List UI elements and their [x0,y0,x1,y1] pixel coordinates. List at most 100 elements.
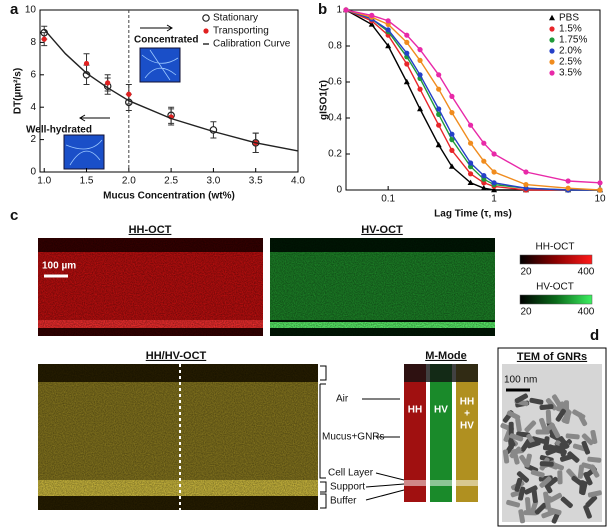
nanorod [518,486,526,501]
layer-label: Air [336,394,349,405]
marker [436,72,442,78]
speckle [270,238,495,336]
channel-label: HH [408,405,422,416]
marker [523,185,529,191]
y-tick-label: 0.6 [328,77,342,88]
marker [404,32,410,38]
channel-label: + [464,409,470,420]
nanorod [531,489,538,504]
y-axis-label: gISO1(τ) [319,80,330,120]
legend-label: 2.0% [559,46,582,57]
marker [481,158,487,164]
panel-label: b [318,1,327,18]
nanorod [524,485,538,495]
nanorod [518,509,526,524]
speckle [38,364,318,510]
marker [436,122,442,128]
legend-label: 1.75% [559,35,587,46]
colorbar-title: HV-OCT [536,282,574,293]
x-tick-label: 1 [491,194,497,205]
legend-swatch [549,48,555,54]
nanorod [506,499,521,508]
marker [404,61,410,67]
arrow [365,483,405,488]
nanorod [567,451,580,463]
nanorod [534,502,547,515]
nanorod [543,494,551,509]
support-band [404,480,478,486]
colorbar-max: 400 [578,307,595,318]
marker [417,57,423,64]
speckle [38,238,263,336]
nanorod [524,420,537,433]
nanorod [565,433,580,440]
scale-bar-label: 100 nm [504,375,537,386]
legend-label: Transporting [213,26,269,37]
nanorod [550,461,565,471]
marker [467,171,474,177]
marker [343,7,349,13]
channel-label: HH [460,397,474,408]
legend-swatch [549,14,555,21]
marker [491,169,497,175]
legend-label: Calibration Curve [213,39,291,50]
y-tick-label: 1 [336,5,342,16]
marker [481,173,487,179]
nanorod [545,447,560,456]
y-axis-label: DT(µm²/s) [13,68,24,114]
channel-label: HV [434,405,448,416]
legend-label: 2.5% [559,57,582,68]
panel-label: c [10,207,18,224]
colorbar-min: 20 [520,307,532,318]
legend-swatch [549,70,555,76]
inset-fibers [65,49,179,166]
x-tick-label: 4.0 [291,176,305,187]
y-tick-label: 0.2 [328,149,342,160]
marker [385,42,392,49]
marker [449,137,455,143]
fiber [141,49,179,81]
panel-label: d [590,327,599,344]
layer-label: Buffer [330,496,357,507]
marker [448,163,455,169]
nanorod [587,490,602,498]
marker [565,185,571,191]
plot-frame [39,9,299,173]
marker [417,47,423,53]
marker [480,185,487,191]
y-tick-label: 0.4 [328,113,342,124]
nanorod [583,471,593,486]
annotation: Concentrated [134,35,198,46]
y-tick-label: 10 [25,5,37,16]
marker [597,187,603,193]
marker [491,180,497,186]
merged-image [38,364,318,510]
hh-image: 100 µm [38,238,263,336]
nanorod [535,429,550,435]
nanorod [514,393,529,404]
legend-label: 1.5% [559,24,582,35]
nanorod [524,497,531,512]
colorbar [519,294,593,305]
y-tick-label: 2 [30,134,36,145]
marker [404,39,410,46]
marker [83,60,90,67]
nanorod [531,436,546,444]
air-band [404,364,478,382]
nanorod [539,476,552,488]
x-tick-label: 1.5 [80,176,94,187]
m-mode: HH HV HH + HV [404,364,478,502]
marker [449,147,455,153]
nanorod [514,477,523,492]
series-line [43,28,299,152]
nanorod [561,409,572,424]
image-title: M-Mode [425,350,467,362]
arrow [375,472,405,481]
nanorod [585,495,598,508]
marker [41,36,47,42]
layer-label: Support [330,482,365,493]
panel-label: a [10,1,19,18]
nanorod [509,446,522,459]
marker [385,18,391,24]
